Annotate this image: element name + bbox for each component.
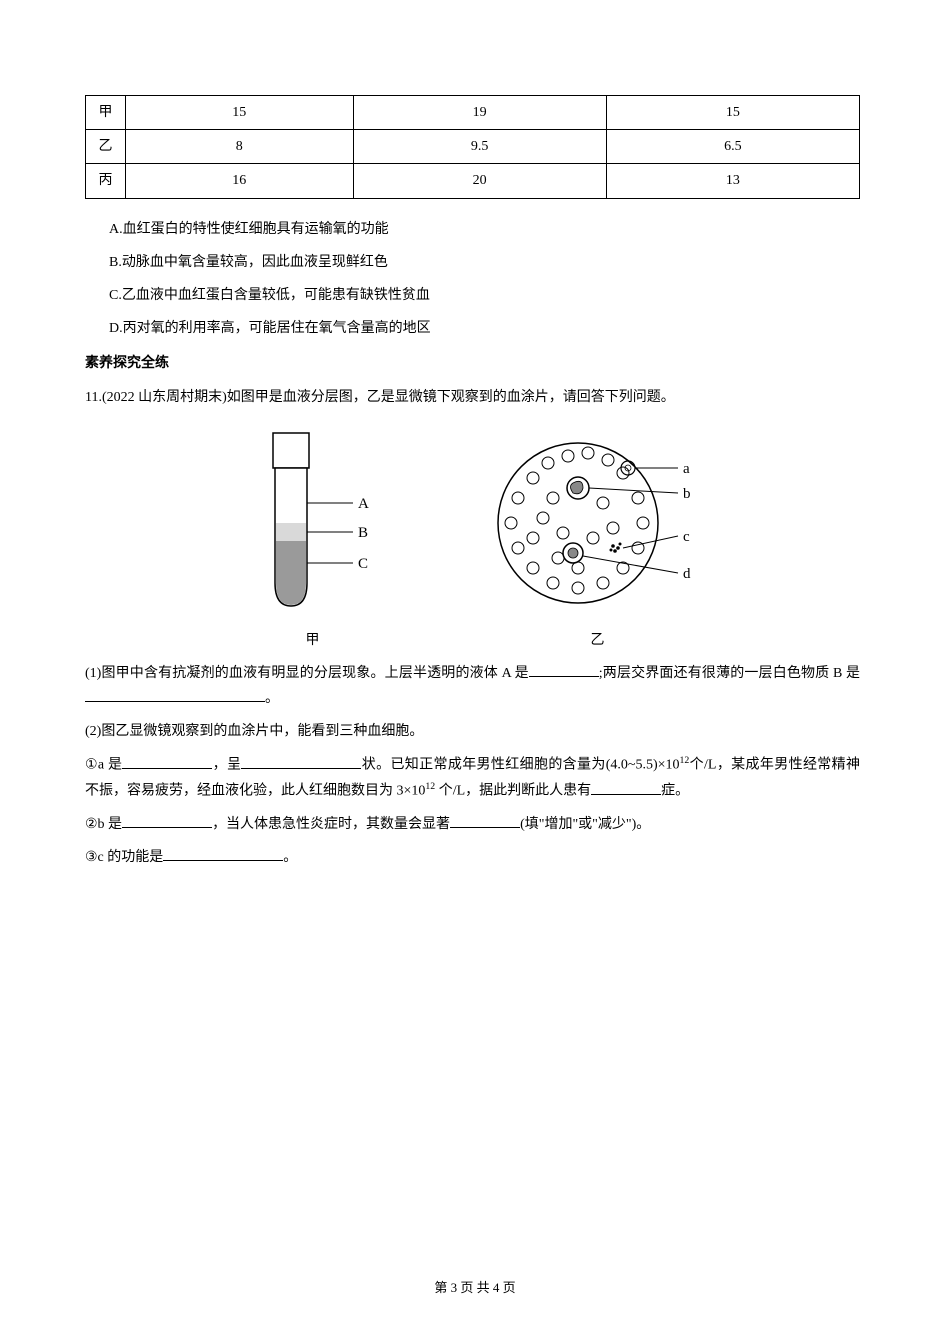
- text: 个/L，据此判断此人患有: [435, 784, 591, 799]
- option-c: C.乙血液中血红蛋白含量较低，可能患有缺铁性贫血: [109, 283, 860, 308]
- blank: [85, 688, 265, 702]
- q11-sub2: (2)图乙显微镜观察到的血涂片中，能看到三种血细胞。: [85, 719, 860, 744]
- row-label: 甲: [86, 96, 126, 130]
- blank: [450, 814, 520, 828]
- section-heading: 素养探究全练: [85, 351, 860, 376]
- blood-smear-svg: a b c d: [483, 428, 713, 618]
- blank: [122, 814, 212, 828]
- cell: 16: [126, 164, 354, 198]
- figure-yi-caption: 乙: [591, 628, 605, 653]
- figure-jia: A B C 甲: [233, 428, 393, 653]
- label-yb: b: [683, 486, 691, 502]
- text: 。: [283, 850, 297, 865]
- blank: [591, 781, 661, 795]
- row-label: 乙: [86, 130, 126, 164]
- figure-jia-caption: 甲: [306, 628, 320, 653]
- row-label: 丙: [86, 164, 126, 198]
- cell: 15: [126, 96, 354, 130]
- text: ，当人体患急性炎症时，其数量会显著: [212, 817, 450, 832]
- q11-sub2-2: ②b 是 ，当人体患急性炎症时，其数量会显著 (填"增加"或"减少")。: [85, 812, 860, 837]
- cell: 20: [353, 164, 606, 198]
- cell: 15: [606, 96, 859, 130]
- sup: 12: [425, 781, 435, 792]
- label-ya: a: [683, 461, 690, 477]
- label-b: B: [358, 525, 368, 541]
- table-row: 丙 16 20 13: [86, 164, 860, 198]
- data-table: 甲 15 19 15 乙 8 9.5 6.5 丙 16 20 13: [85, 95, 860, 199]
- text: ，呈: [212, 758, 241, 773]
- text: 状。已知正常成年男性红细胞的含量为(4.0~5.5)×10: [361, 758, 679, 773]
- blank: [122, 755, 212, 769]
- figure-yi: a b c d 乙: [483, 428, 713, 653]
- q11-sub2-1: ①a 是，呈状。已知正常成年男性红细胞的含量为(4.0~5.5)×1012个/L…: [85, 752, 860, 804]
- options-block: A.血红蛋白的特性使红细胞具有运输氧的功能 B.动脉血中氧含量较高，因此血液呈现…: [85, 217, 860, 342]
- q11-intro: 11.(2022 山东周村期末)如图甲是血液分层图，乙是显微镜下观察到的血涂片，…: [85, 385, 860, 410]
- cell: 6.5: [606, 130, 859, 164]
- sup: 12: [680, 755, 690, 766]
- q11-sub1: (1)图甲中含有抗凝剂的血液有明显的分层现象。上层半透明的液体 A 是 ;两层交界…: [85, 661, 860, 711]
- blank: [163, 847, 283, 861]
- label-yc: c: [683, 529, 690, 545]
- text: (填"增加"或"减少")。: [520, 817, 650, 832]
- option-a: A.血红蛋白的特性使红细胞具有运输氧的功能: [109, 217, 860, 242]
- text: ;两层交界面还有很薄的一层白色物质 B 是: [599, 666, 860, 681]
- q11-sub2-3: ③c 的功能是 。: [85, 845, 860, 870]
- label-c: C: [358, 556, 368, 572]
- option-d: D.丙对氧的利用率高，可能居住在氧气含量高的地区: [109, 316, 860, 341]
- text: 症。: [661, 784, 689, 799]
- cell: 13: [606, 164, 859, 198]
- figures-row: A B C 甲 a: [85, 428, 860, 653]
- table-row: 甲 15 19 15: [86, 96, 860, 130]
- text: ②b 是: [85, 817, 122, 832]
- blood-tube-svg: A B C: [233, 428, 393, 618]
- page-footer: 第 3 页 共 4 页: [0, 1276, 950, 1299]
- text: ①a 是: [85, 758, 122, 773]
- cell: 19: [353, 96, 606, 130]
- cell: 9.5: [353, 130, 606, 164]
- table-row: 乙 8 9.5 6.5: [86, 130, 860, 164]
- text: 。: [265, 691, 279, 706]
- label-a: A: [358, 496, 369, 512]
- blank: [241, 755, 361, 769]
- option-b: B.动脉血中氧含量较高，因此血液呈现鲜红色: [109, 250, 860, 275]
- label-yd: d: [683, 566, 691, 582]
- text: ③c 的功能是: [85, 850, 163, 865]
- text: (1)图甲中含有抗凝剂的血液有明显的分层现象。上层半透明的液体 A 是: [85, 666, 529, 681]
- blank: [529, 663, 599, 677]
- cell: 8: [126, 130, 354, 164]
